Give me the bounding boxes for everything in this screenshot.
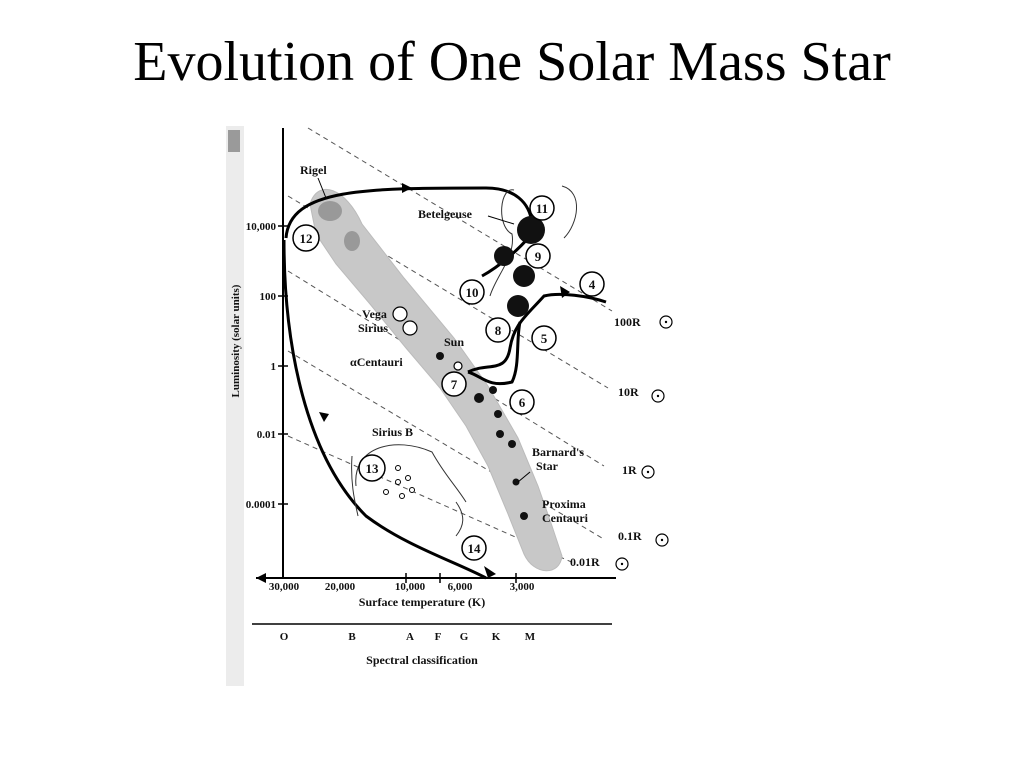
radius-100R: 100R bbox=[614, 315, 641, 329]
temp-tick-3000: 3,000 bbox=[510, 581, 535, 593]
lum-tick-100: 100 bbox=[260, 291, 277, 303]
stage-8: 8 bbox=[495, 323, 502, 338]
track-arrow-left bbox=[319, 412, 329, 422]
slide-title: Evolution of One Solar Mass Star bbox=[133, 31, 891, 93]
spectral-O: O bbox=[280, 631, 289, 643]
label-vega: Vega bbox=[362, 307, 387, 321]
sun-symbol-icon bbox=[651, 389, 665, 403]
betelgeuse-pointer bbox=[487, 215, 515, 225]
sun-symbol-icon bbox=[659, 315, 673, 329]
spectral-G: G bbox=[460, 631, 469, 643]
temp-tick-10000: 10,000 bbox=[395, 581, 426, 593]
track-arrow-right bbox=[560, 286, 570, 298]
sun-marker bbox=[453, 361, 463, 371]
sun-symbol-dot bbox=[656, 394, 660, 398]
stage-12: 12 bbox=[300, 231, 313, 246]
stage-5: 5 bbox=[541, 331, 548, 346]
spectral-M: M bbox=[525, 631, 536, 643]
lum-tick-0.01: 0.01 bbox=[257, 429, 276, 441]
spectral-A: A bbox=[406, 631, 414, 643]
radius-1R: 1R bbox=[622, 463, 637, 477]
rigel-blob bbox=[318, 201, 342, 221]
stage-circles bbox=[292, 195, 605, 561]
spectral-B: B bbox=[348, 631, 356, 643]
stage-7: 7 bbox=[451, 377, 458, 392]
y-ticks bbox=[278, 225, 288, 505]
hr-diagram: 10,000 100 1 0.01 0.0001 Luminosity (sol… bbox=[226, 126, 696, 686]
vega-marker bbox=[392, 306, 408, 322]
stage-14: 14 bbox=[468, 541, 482, 556]
label-sun: Sun bbox=[444, 335, 464, 349]
giant-8 bbox=[507, 295, 529, 317]
sun-symbol-dot bbox=[646, 470, 650, 474]
hr-diagram-svg: 10,000 100 1 0.01 0.0001 Luminosity (sol… bbox=[226, 126, 673, 686]
giant-9a bbox=[494, 246, 514, 266]
radius-0.1R: 0.1R bbox=[618, 529, 642, 543]
label-alpha-centauri: αCentauri bbox=[350, 355, 403, 369]
sun-symbol-icon bbox=[615, 557, 629, 571]
scan-edge bbox=[226, 126, 244, 686]
lum-tick-1: 1 bbox=[271, 361, 277, 373]
giant-11 bbox=[517, 216, 545, 244]
radius-10R: 10R bbox=[618, 385, 639, 399]
label-proxima-1: Proxima bbox=[542, 497, 586, 511]
stage-11: 11 bbox=[536, 201, 548, 216]
spectral-K: K bbox=[492, 631, 501, 643]
temp-tick-6000: 6,000 bbox=[448, 581, 473, 593]
stage-9: 9 bbox=[535, 249, 542, 264]
temp-tick-20000: 20,000 bbox=[325, 581, 356, 593]
radius-0.01R: 0.01R bbox=[570, 555, 600, 569]
spectral-label: Spectral classification bbox=[366, 653, 478, 667]
label-proxima-2: Centauri bbox=[542, 511, 589, 525]
ms-stars bbox=[436, 352, 528, 520]
evolution-track bbox=[282, 186, 607, 580]
label-barnards-1: Barnard's bbox=[532, 445, 584, 459]
temp-tick-30000: 30,000 bbox=[269, 581, 300, 593]
sirius-marker bbox=[402, 320, 418, 336]
track-arrow-top bbox=[402, 183, 412, 193]
label-sirius-b: Sirius B bbox=[372, 425, 413, 439]
label-barnards-2: Star bbox=[536, 459, 559, 473]
white-dwarfs bbox=[383, 465, 415, 499]
track-arrow-bottom bbox=[484, 566, 496, 578]
x-ticks bbox=[405, 573, 517, 583]
stage-13: 13 bbox=[366, 461, 380, 476]
scan-mark bbox=[228, 130, 240, 152]
lum-tick-0.0001: 0.0001 bbox=[246, 499, 276, 511]
sun-symbol-dot bbox=[620, 562, 624, 566]
giant-9b bbox=[513, 265, 535, 287]
barnards-pointer bbox=[517, 471, 531, 483]
x-axis-arrow bbox=[256, 573, 266, 583]
lum-tick-10000: 10,000 bbox=[246, 221, 277, 233]
sun-symbol-icon bbox=[641, 465, 655, 479]
label-betelgeuse: Betelgeuse bbox=[418, 207, 473, 221]
main-sequence-band bbox=[309, 188, 563, 572]
stage-10: 10 bbox=[466, 285, 479, 300]
sun-symbol-icon bbox=[655, 533, 669, 547]
stage-4: 4 bbox=[589, 277, 596, 292]
stage-6: 6 bbox=[519, 395, 526, 410]
label-rigel: Rigel bbox=[300, 163, 327, 177]
sun-symbol-dot bbox=[664, 320, 668, 324]
rigel-blob-2 bbox=[344, 231, 360, 251]
spectral-F: F bbox=[435, 631, 442, 643]
rigel-pointer bbox=[317, 177, 327, 199]
x-axis-label: Surface temperature (K) bbox=[359, 595, 485, 609]
sun-symbol-dot bbox=[660, 538, 664, 542]
y-axis-label: Luminosity (solar units) bbox=[230, 284, 242, 397]
label-sirius: Sirius bbox=[358, 321, 388, 335]
